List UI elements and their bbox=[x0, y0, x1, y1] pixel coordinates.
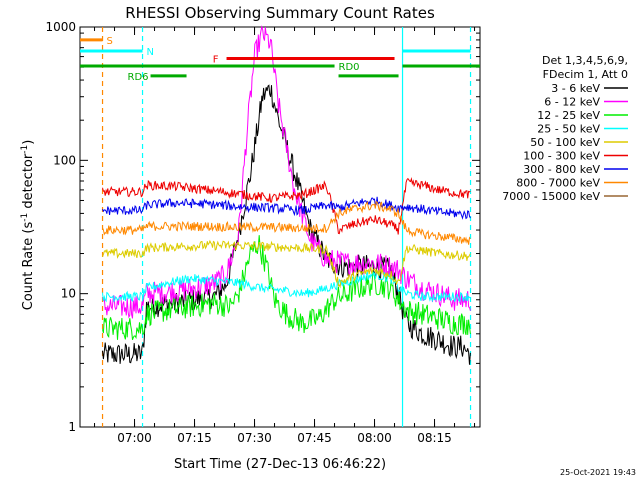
y-tick-label: 10 bbox=[61, 287, 76, 301]
y-axis-label-end: ) bbox=[21, 140, 36, 145]
annotation-label: N bbox=[147, 47, 154, 58]
annotation-label: RD6 bbox=[128, 72, 149, 83]
legend-entry-label: 7000 - 15000 keV bbox=[502, 190, 600, 203]
series-line-5 bbox=[102, 239, 471, 289]
footer-timestamp: 25-Oct-2021 19:43 bbox=[560, 468, 636, 477]
series-line-4 bbox=[102, 270, 471, 303]
legend-entry-label: 25 - 50 keV bbox=[537, 123, 600, 136]
legend-header-line-2: FDecim 1, Att 0 bbox=[543, 68, 628, 81]
legend-header-line-1: Det 1,3,4,5,6,9, bbox=[542, 54, 628, 67]
legend: Det 1,3,4,5,6,9, FDecim 1, Att 0 3 - 6 k… bbox=[502, 54, 628, 203]
series-line-7 bbox=[102, 196, 471, 220]
y-axis-label-mid: detector bbox=[21, 153, 36, 213]
y-tick-label: 1 bbox=[68, 420, 76, 434]
annotation-label: S bbox=[107, 36, 113, 47]
series-line-1 bbox=[102, 84, 471, 365]
series-line-2 bbox=[102, 25, 471, 319]
y-axis-label: Count Rate (s-1 detector-1) bbox=[20, 140, 36, 311]
plot-frame bbox=[79, 26, 481, 428]
plot-area bbox=[79, 25, 481, 428]
x-tick-label: 07:15 bbox=[177, 431, 212, 445]
series-line-6 bbox=[102, 176, 471, 235]
legend-entry-label: 50 - 100 keV bbox=[530, 136, 600, 149]
x-axis-label: Start Time (27-Dec-13 06:46:22) bbox=[174, 457, 386, 472]
legend-entry-label: 100 - 300 keV bbox=[523, 150, 600, 163]
chart-title: RHESSI Observing Summary Count Rates bbox=[125, 4, 435, 22]
y-axis-label-sup2: -1 bbox=[20, 145, 30, 154]
annotation-label: F bbox=[213, 55, 219, 66]
legend-entry-label: 300 - 800 keV bbox=[523, 163, 600, 176]
instrument-state-annotations: S N RD0 RD6 F bbox=[80, 36, 480, 83]
x-tick-label: 07:00 bbox=[117, 431, 152, 445]
legend-entry-label: 3 - 6 keV bbox=[551, 82, 600, 95]
x-tick-label: 07:45 bbox=[297, 431, 332, 445]
series-line-3 bbox=[102, 235, 471, 340]
x-tick-label: 07:30 bbox=[237, 431, 272, 445]
y-axis-label-main: Count Rate (s bbox=[21, 222, 36, 311]
x-axis: 07:00 07:15 07:30 07:45 08:00 08:15 bbox=[94, 27, 476, 445]
y-tick-label: 100 bbox=[53, 153, 76, 167]
legend-entry-label: 800 - 7000 keV bbox=[516, 177, 600, 190]
series-line-8 bbox=[102, 200, 471, 245]
legend-entry-label: 12 - 25 keV bbox=[537, 109, 600, 122]
x-tick-label: 08:15 bbox=[417, 431, 452, 445]
legend-entry-label: 6 - 12 keV bbox=[544, 96, 600, 109]
y-tick-label: 1000 bbox=[45, 20, 76, 34]
x-tick-label: 08:00 bbox=[357, 431, 392, 445]
y-axis-label-sup1: -1 bbox=[20, 213, 30, 222]
annotation-label: RD0 bbox=[339, 62, 360, 73]
